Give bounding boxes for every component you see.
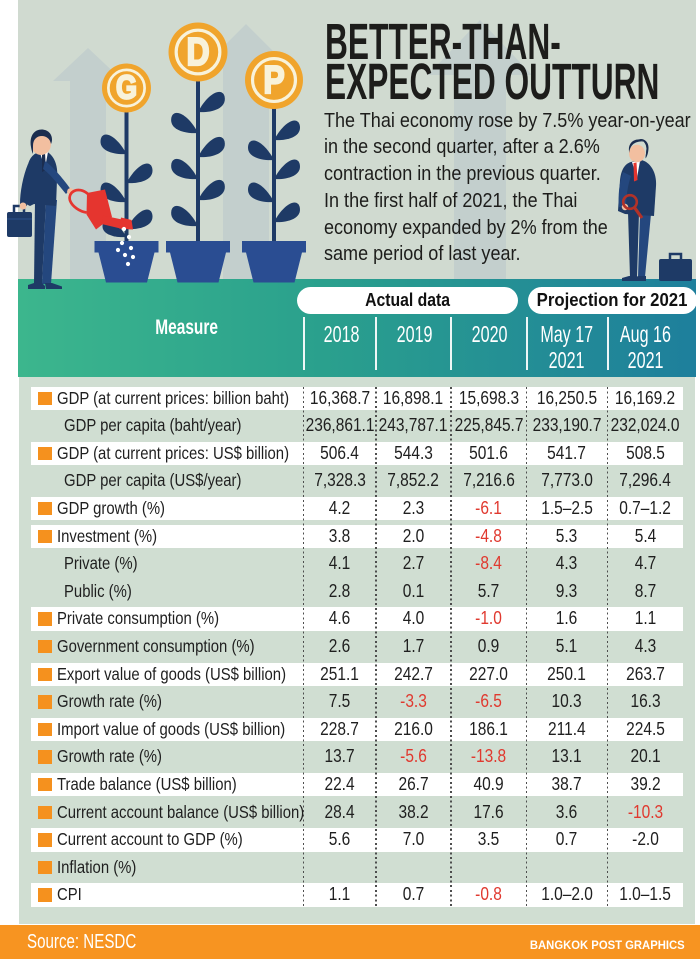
svg-text:P: P <box>263 58 284 102</box>
svg-text:G: G <box>116 70 137 106</box>
svg-text:D: D <box>186 30 209 74</box>
